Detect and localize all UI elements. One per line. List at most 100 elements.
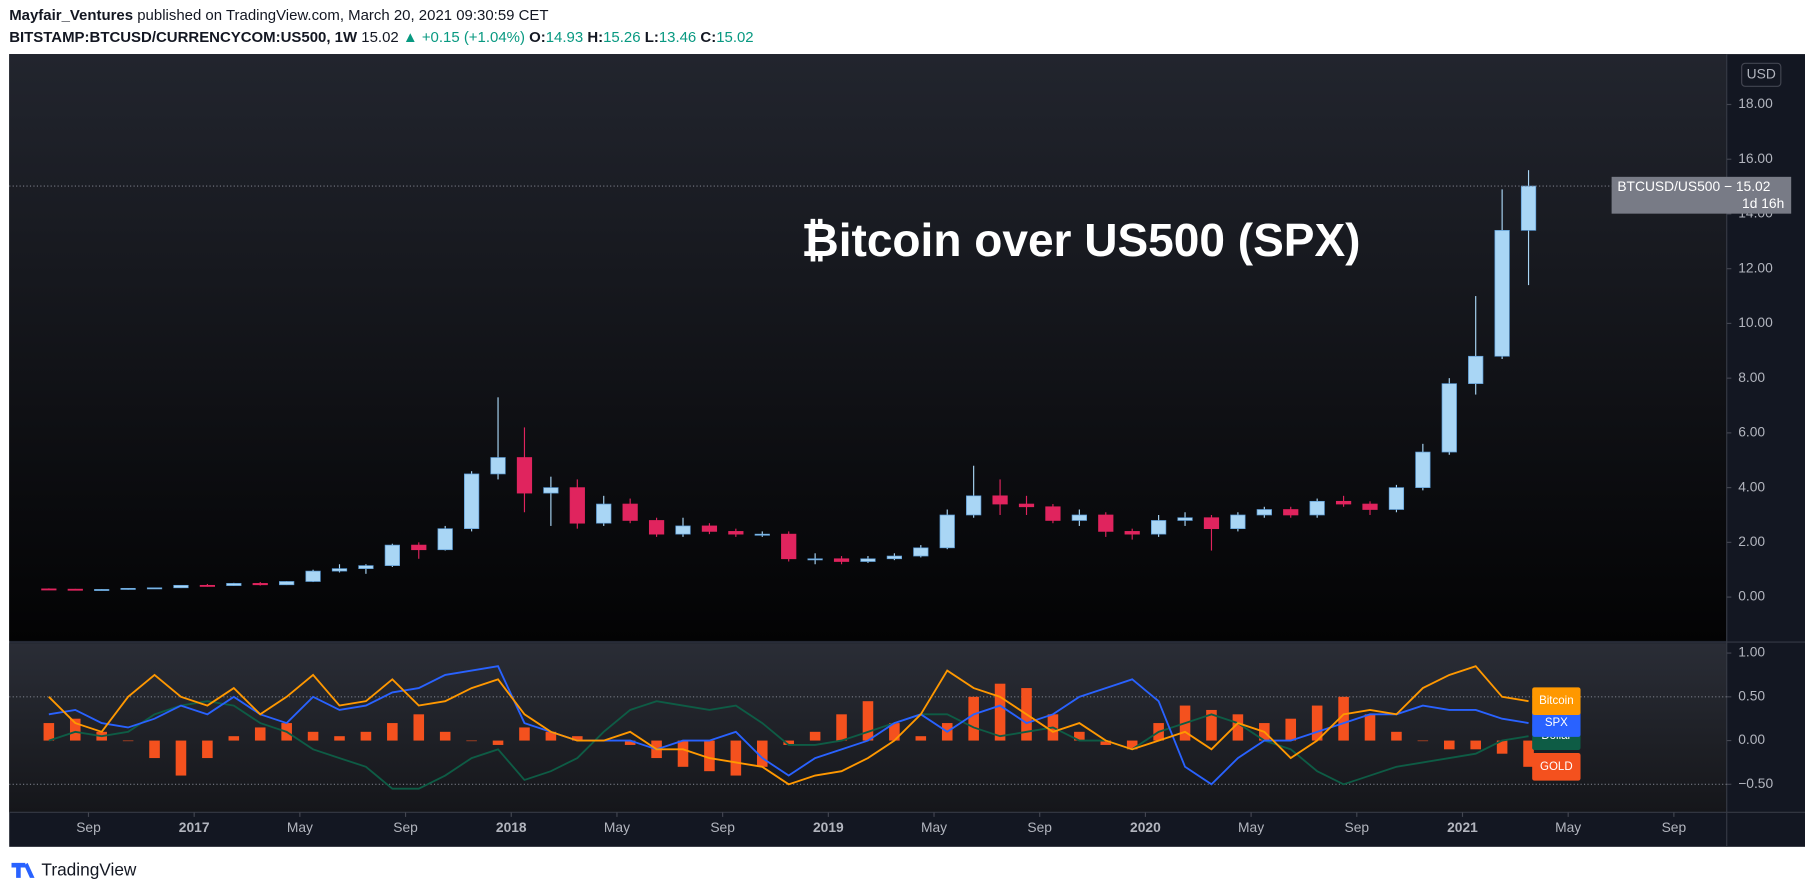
histogram-bar xyxy=(968,696,979,741)
x-tick-label: Sep xyxy=(76,819,101,835)
y-tick-label: 0.00 xyxy=(1738,731,1765,747)
histogram-bar xyxy=(1338,696,1349,741)
x-tick-label: May xyxy=(604,819,630,835)
histogram-bar xyxy=(492,740,504,745)
candle-body xyxy=(1309,500,1325,516)
histogram-bar xyxy=(228,736,240,741)
y-tick-label: 1.00 xyxy=(1738,644,1765,660)
candle-body xyxy=(41,588,57,591)
x-tick-label: May xyxy=(921,819,947,835)
c-label: C: xyxy=(700,29,716,46)
change: ▲ +0.15 (+1.04%) xyxy=(403,29,525,46)
candle-body xyxy=(675,525,691,535)
candle-body xyxy=(569,487,585,524)
histogram-bar xyxy=(1311,705,1323,741)
histogram-bar xyxy=(387,723,398,741)
histogram-bar xyxy=(756,740,768,767)
candle-body xyxy=(543,487,559,494)
x-tick-label: May xyxy=(1555,819,1581,835)
histogram-bar xyxy=(1232,714,1244,741)
histogram-bar xyxy=(202,740,213,759)
candle-body xyxy=(1124,531,1140,535)
histogram-bar xyxy=(334,736,345,741)
published: published on TradingView.com, March 20, … xyxy=(137,7,548,24)
candle-body xyxy=(1415,451,1431,488)
candle-body xyxy=(1018,503,1035,508)
candle-body xyxy=(939,514,955,549)
x-tick-label: 2018 xyxy=(496,819,527,835)
candle-body xyxy=(252,583,268,586)
candle-body xyxy=(305,570,321,582)
series-badge xyxy=(1532,687,1581,716)
candle-body xyxy=(1151,520,1167,535)
candle-body xyxy=(1045,506,1061,521)
x-tick-label: Sep xyxy=(1345,819,1370,835)
histogram-bar xyxy=(122,740,134,742)
histogram-bar xyxy=(175,740,187,776)
candle-body xyxy=(966,495,982,516)
x-tick-label: Sep xyxy=(1027,819,1052,835)
candle-body xyxy=(490,457,506,475)
histogram-bar xyxy=(889,723,900,741)
candle-body xyxy=(886,555,903,560)
candle-body xyxy=(464,473,480,530)
x-tick-label: 2021 xyxy=(1447,819,1478,835)
series-badge xyxy=(1532,709,1581,737)
y-tick-label: 0.50 xyxy=(1738,687,1765,703)
histogram-bar xyxy=(43,723,55,741)
histogram-bar xyxy=(466,740,477,742)
histogram-bar xyxy=(149,740,160,759)
histogram-bar xyxy=(1364,714,1376,741)
candle-body xyxy=(146,587,163,590)
x-tick-label: 2020 xyxy=(1130,819,1161,835)
y-tick-label: 8.00 xyxy=(1738,369,1765,385)
y-tick-label: 12.00 xyxy=(1738,259,1773,275)
histogram-bar xyxy=(1285,718,1297,741)
candle-body xyxy=(1177,517,1193,521)
candle-body xyxy=(1335,500,1352,505)
price-badge: BTCUSD/US500 − 15.02 xyxy=(1617,178,1770,194)
x-tick-label: Sep xyxy=(393,819,418,835)
unit-box xyxy=(1741,62,1782,87)
candle-body xyxy=(1468,355,1484,384)
histogram-bar xyxy=(836,714,847,741)
y-tick-label: 2.00 xyxy=(1738,533,1765,549)
countdown: 1d 16h xyxy=(1742,195,1784,211)
y-tick-label: −0.50 xyxy=(1738,775,1773,791)
y-tick-label: 16.00 xyxy=(1738,150,1773,166)
y-tick-label: 0.00 xyxy=(1738,588,1765,604)
logo xyxy=(11,862,35,878)
candle-body xyxy=(1441,383,1457,453)
histogram-bar xyxy=(1126,740,1138,750)
candle-body xyxy=(199,584,215,587)
histogram-bar xyxy=(783,740,794,745)
candle-body xyxy=(411,544,427,551)
h: 15.26 xyxy=(603,29,640,46)
h-label: H: xyxy=(587,29,603,46)
histogram-bar xyxy=(69,718,81,741)
candle-body xyxy=(1362,503,1378,510)
candle-body xyxy=(728,531,744,535)
candle-body xyxy=(1098,514,1114,532)
candle-body xyxy=(1388,487,1405,510)
histogram-bar xyxy=(809,731,821,741)
y-tick-label: 18.00 xyxy=(1738,95,1773,111)
candle-body xyxy=(173,584,189,589)
candle-body xyxy=(516,457,533,494)
candle-body xyxy=(860,558,876,562)
candle-body xyxy=(279,581,295,586)
candle-body xyxy=(1230,514,1246,530)
candle-body xyxy=(833,558,850,562)
candle-body xyxy=(992,495,1008,505)
c: 15.02 xyxy=(716,29,753,46)
osc-line xyxy=(48,665,1529,786)
histogram-bar xyxy=(572,736,583,741)
series-badge-label: Bitcoin xyxy=(1539,695,1574,707)
histogram-bar xyxy=(1206,709,1217,741)
candle-body xyxy=(807,558,823,561)
axis-unit: USD xyxy=(1747,65,1776,81)
osc-line xyxy=(48,665,1529,786)
y-tick-label: 10.00 xyxy=(1738,314,1773,330)
l: 13.46 xyxy=(659,29,696,46)
